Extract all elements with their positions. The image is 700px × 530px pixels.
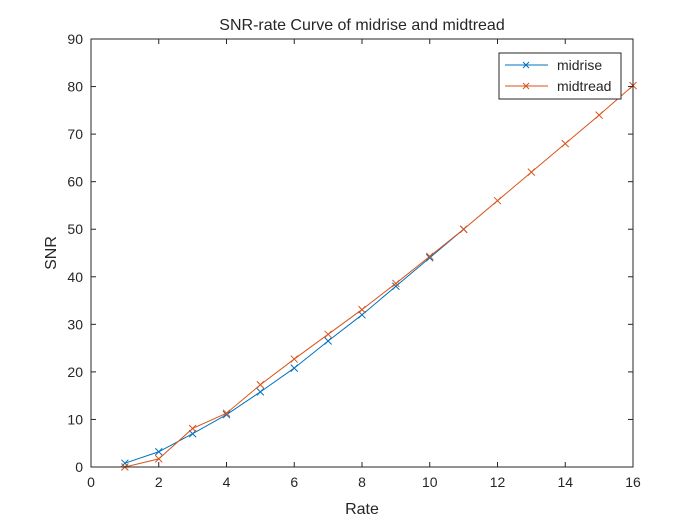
- marker-stroke: [222, 410, 231, 419]
- data-point-midtread: [425, 252, 434, 261]
- y-tick-label: 50: [67, 221, 83, 237]
- x-tick-label: 16: [625, 474, 641, 490]
- ticks-layer: 0 2 4 6 8 10 12 14 16 0 10 20 30 40 50 60 70 80 90: [67, 31, 641, 490]
- marker-stroke: [392, 282, 400, 291]
- marker-stroke: [154, 447, 163, 456]
- series-layer: [121, 81, 637, 471]
- marker-stroke: [561, 139, 570, 148]
- data-point-midrise: [121, 459, 129, 468]
- marker-stroke: [527, 168, 536, 177]
- legend-label-midtread: midtread: [557, 78, 611, 94]
- x-tick-label: 6: [290, 474, 298, 490]
- marker-stroke: [493, 196, 502, 205]
- marker-stroke: [595, 111, 603, 119]
- data-point-midrise: [290, 364, 299, 372]
- data-point-midtread: [493, 196, 502, 205]
- y-tick-label: 80: [67, 79, 83, 95]
- data-point-midtread: [392, 279, 400, 288]
- marker-stroke: [324, 330, 332, 339]
- y-tick-label: 40: [67, 269, 83, 285]
- x-tick-label: 10: [422, 474, 438, 490]
- data-point-midtread: [358, 305, 366, 314]
- marker-stroke: [459, 225, 468, 234]
- marker-stroke: [425, 252, 434, 261]
- data-point-midtread: [595, 111, 603, 119]
- data-point-midrise: [222, 410, 231, 419]
- marker-stroke: [121, 459, 129, 468]
- legend-marker-midrise: [522, 61, 530, 69]
- marker-stroke: [290, 364, 299, 372]
- marker-stroke: [188, 424, 197, 433]
- marker-stroke: [154, 455, 163, 463]
- x-tick-label: 4: [223, 474, 231, 490]
- data-point-midtread: [188, 424, 197, 433]
- marker-stroke: [324, 337, 332, 345]
- data-point-midtread: [256, 380, 265, 389]
- y-tick-label: 10: [67, 411, 83, 427]
- data-point-midtread: [459, 225, 468, 234]
- marker-stroke: [222, 409, 231, 418]
- marker-stroke: [256, 388, 265, 396]
- data-point-midrise: [324, 337, 332, 345]
- data-point-midtread: [561, 139, 570, 148]
- x-axis-label: Rate: [345, 501, 379, 518]
- chart-title: SNR-rate Curve of midrise and midtread: [219, 17, 504, 34]
- data-point-midrise: [154, 447, 163, 456]
- y-tick-label: 30: [67, 316, 83, 332]
- data-point-midrise: [392, 282, 400, 291]
- x-tick-label: 2: [155, 474, 163, 490]
- y-tick-label: 0: [75, 459, 83, 475]
- data-point-midrise: [425, 253, 434, 262]
- x-tick-label: 12: [490, 474, 506, 490]
- data-point-midtread: [290, 355, 299, 363]
- y-tick-label: 70: [67, 126, 83, 142]
- legend: midrise midtread: [498, 52, 622, 100]
- marker-stroke: [358, 305, 366, 314]
- data-point-midtread: [222, 409, 231, 418]
- data-point-midtread: [154, 455, 163, 463]
- y-tick-label: 20: [67, 364, 83, 380]
- marker-stroke: [290, 355, 299, 363]
- y-tick-label: 90: [67, 31, 83, 47]
- x-tick-label: 0: [87, 474, 95, 490]
- marker-stroke: [425, 253, 434, 262]
- series-line-midtread: [124, 85, 634, 468]
- data-point-midtread: [324, 330, 332, 339]
- y-tick-label: 60: [67, 174, 83, 190]
- x-tick-label: 14: [557, 474, 573, 490]
- data-point-midtread: [527, 168, 536, 177]
- y-axis-label: SNR: [43, 236, 60, 270]
- x-tick-label: 8: [358, 474, 366, 490]
- legend-marker-midtread: [522, 82, 530, 90]
- marker-stroke: [256, 380, 265, 389]
- legend-label-midrise: midrise: [557, 57, 602, 73]
- data-point-midrise: [256, 388, 265, 396]
- plot-area: [91, 39, 633, 467]
- legend-box: [498, 52, 622, 100]
- marker-stroke: [392, 279, 400, 288]
